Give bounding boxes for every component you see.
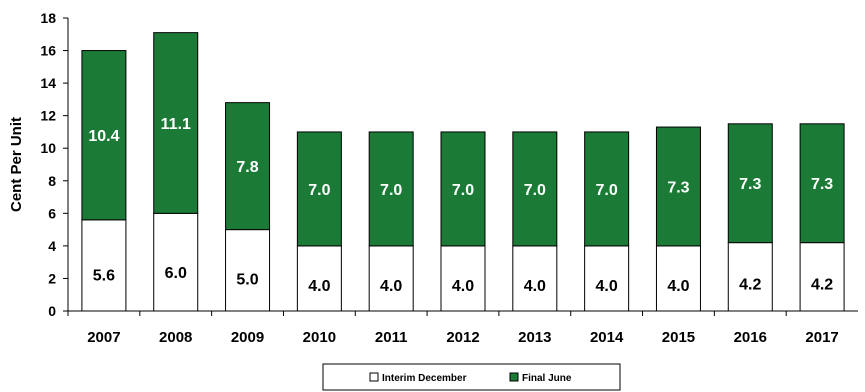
bar-segment — [799, 123, 845, 244]
y-tick-label: 12 — [40, 108, 56, 124]
bar-segment — [584, 131, 630, 247]
bar-value-label: 4.0 — [452, 278, 474, 295]
x-tick-label: 2010 — [303, 329, 336, 346]
y-axis-label: Cent Per Unit — [8, 117, 25, 212]
y-tick-label: 10 — [40, 140, 56, 156]
bar-segment — [368, 245, 414, 312]
x-tick-label: 2014 — [590, 329, 624, 346]
bar-value-label: 7.0 — [452, 182, 474, 199]
bar-value-label: 7.0 — [524, 182, 546, 199]
y-axis-ticks: 0 2 4 6 8 10 12 14 16 18 — [40, 10, 68, 319]
bar-value-label: 4.0 — [380, 278, 402, 295]
bar-value-label: 7.3 — [811, 176, 833, 193]
legend-swatch — [509, 372, 519, 382]
y-tick-label: 18 — [40, 10, 56, 26]
y-tick-label: 0 — [48, 303, 56, 319]
bar-value-label: 4.0 — [667, 278, 689, 295]
x-axis-ticks: 2007 2008 2009 2010 2011 2012 2013 2014 2015 2016… — [67, 311, 839, 346]
bar-segment — [296, 245, 342, 312]
x-tick-label: 2017 — [805, 329, 838, 346]
x-tick-label: 2007 — [87, 329, 120, 346]
bar-segment — [727, 242, 773, 312]
y-axis-title: Cent Per Unit — [8, 117, 25, 212]
bar-segment — [153, 212, 199, 312]
axes — [67, 18, 858, 312]
x-tick-label: 2009 — [231, 329, 264, 346]
bar-segment — [225, 229, 271, 312]
bar-value-label: 7.8 — [236, 159, 258, 176]
bar-segment — [81, 50, 127, 221]
x-tick-label: 2012 — [446, 329, 479, 346]
bar-segment — [225, 102, 271, 231]
bar-value-label: 7.0 — [308, 182, 330, 199]
x-tick-label: 2011 — [375, 329, 408, 346]
bar-value-label: 4.2 — [739, 277, 761, 294]
bar-value-label: 7.3 — [739, 176, 761, 193]
bars: 5.6 10.4 6.0 11.1 5.0 7.8 4.0 7.0 4.0 7.0 4.0 7.0 4.… — [81, 32, 845, 312]
bar-value-label: 7.0 — [596, 182, 618, 199]
bar-segment — [440, 131, 486, 247]
legend-label: Interim December — [382, 373, 467, 384]
legend-label: Final June — [522, 373, 572, 384]
bar-value-label: 5.6 — [93, 268, 115, 285]
bar-segment — [368, 131, 414, 247]
x-tick-label: 2008 — [159, 329, 192, 346]
y-tick-label: 16 — [40, 43, 56, 59]
bar-segment — [655, 126, 701, 247]
bar-segment — [153, 32, 199, 214]
bar-value-label: 4.0 — [308, 278, 330, 295]
bar-segment — [584, 245, 630, 312]
bar-segment — [296, 131, 342, 247]
bar-segment — [512, 245, 558, 312]
y-tick-label: 6 — [48, 205, 56, 221]
bar-value-label: 7.0 — [380, 182, 402, 199]
y-tick-label: 4 — [48, 238, 56, 254]
legend-swatch — [369, 372, 379, 382]
x-tick-label: 2015 — [662, 329, 695, 346]
bar-value-label: 6.0 — [165, 265, 187, 282]
x-tick-label: 2013 — [518, 329, 551, 346]
bar-segment — [81, 219, 127, 312]
bar-value-label: 7.3 — [667, 179, 689, 196]
bar-value-label: 4.2 — [811, 277, 833, 294]
y-tick-label: 2 — [48, 270, 56, 286]
legend-box — [322, 363, 621, 391]
bar-value-label: 4.0 — [596, 278, 618, 295]
y-tick-label: 14 — [40, 75, 56, 91]
x-tick-label: 2016 — [734, 329, 767, 346]
y-tick-label: 8 — [48, 173, 56, 189]
bar-value-label: 11.1 — [161, 116, 191, 133]
legend: Interim December Final June — [322, 363, 621, 391]
bar-segment — [727, 123, 773, 244]
bar-value-label: 4.0 — [524, 278, 546, 295]
bar-value-label: 10.4 — [88, 128, 119, 145]
bar-segment — [512, 131, 558, 247]
bar-value-label: 5.0 — [236, 271, 258, 288]
